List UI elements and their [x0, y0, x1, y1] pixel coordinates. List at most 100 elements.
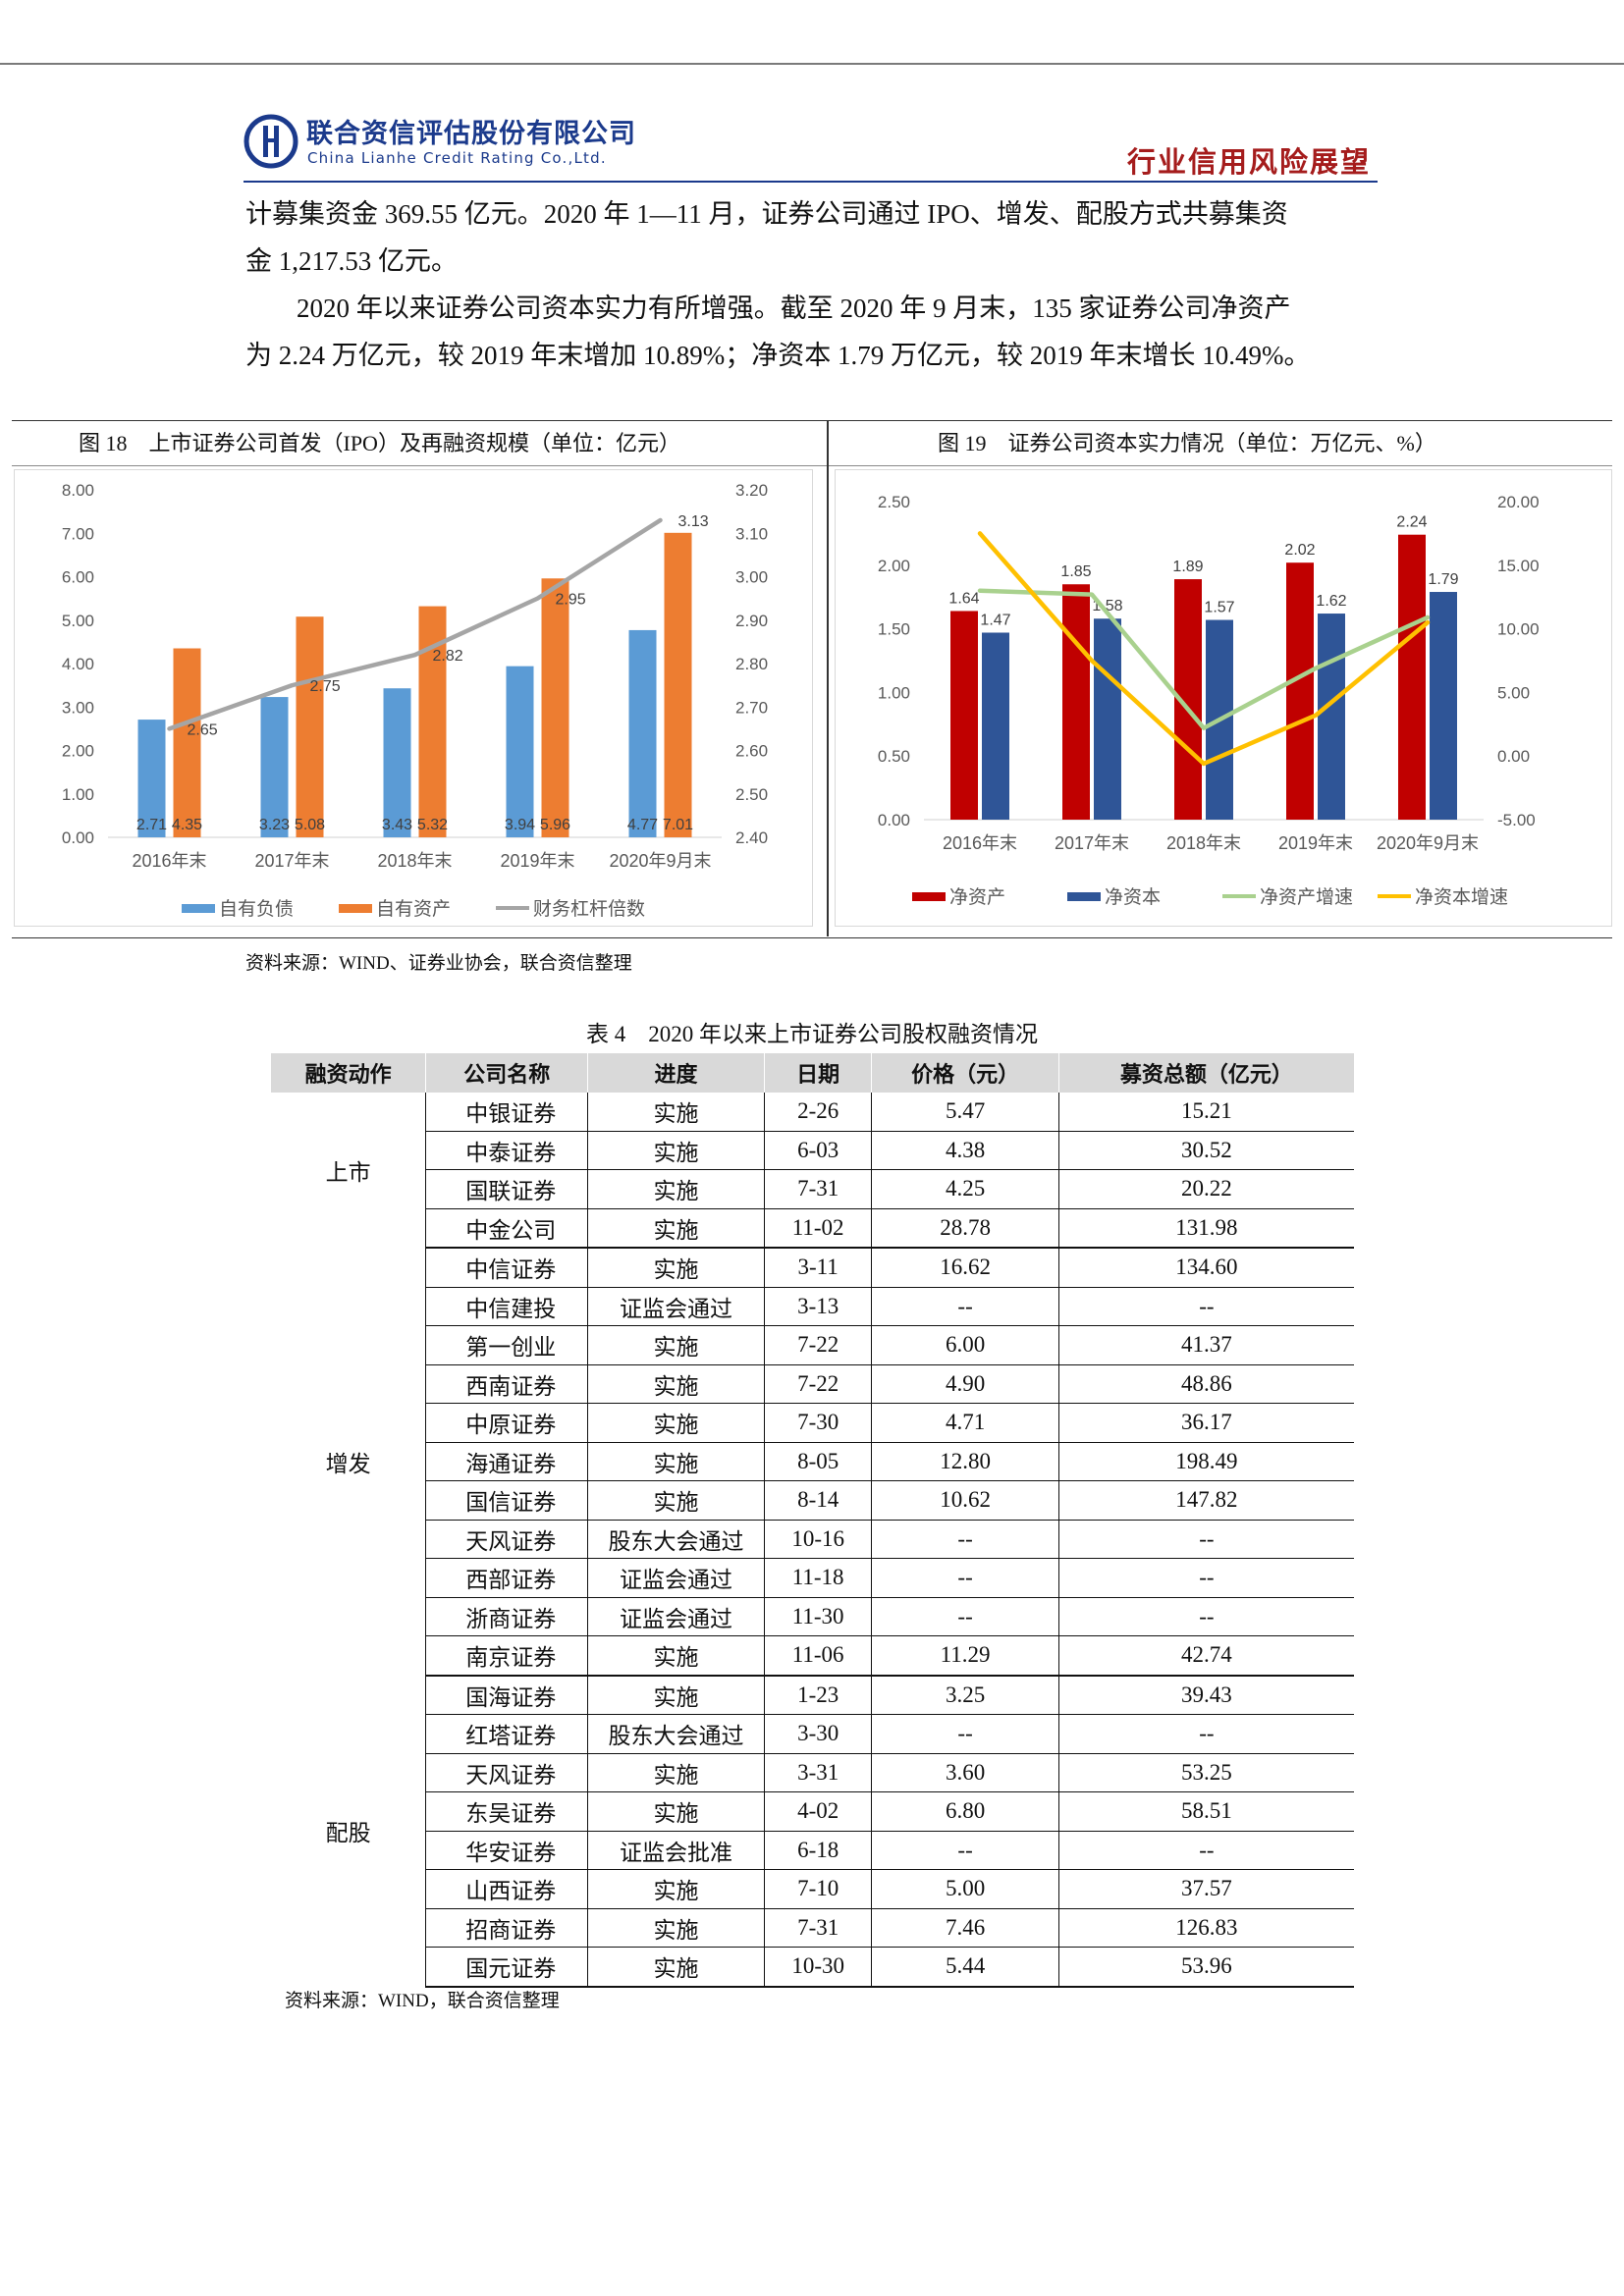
paragraph-line-3: 2020 年以来证券公司资本实力有所增强。截至 2020 年 9 月末，135 …: [297, 294, 1291, 323]
fig19-legend-label: 净资产增速: [1260, 886, 1353, 908]
table-cell: 证监会通过: [587, 1597, 765, 1636]
table-cell: 12.80: [871, 1442, 1059, 1481]
chart-area-fig19: 0.00 0.50 1.00 1.50 2.00 2.50 -5.00 0.00 5.00 10.…: [835, 469, 1612, 927]
table-cell: 7-31: [763, 1908, 872, 1948]
table-cell: 53.96: [1057, 1947, 1354, 1988]
table-cell: 股东大会通过: [587, 1714, 765, 1754]
table-cell: 28.78: [871, 1208, 1059, 1249]
fig19-left-tick: 1.00: [878, 683, 910, 702]
table-cell: 147.82: [1057, 1480, 1354, 1521]
table-cell: --: [871, 1714, 1059, 1754]
fig19-line-series: [977, 531, 1431, 767]
fig19-title: 图 19 证券公司资本实力情况（单位：万亿元、%）: [938, 431, 1436, 455]
table-cell: 3-13: [763, 1287, 872, 1326]
table-cell: 7.46: [871, 1908, 1059, 1948]
table-cell: 国海证券: [425, 1675, 588, 1715]
table-cell: 126.83: [1057, 1908, 1354, 1948]
table-cell: 中泰证券: [425, 1131, 588, 1170]
table-row: 中原证券 实施 7-30 4.71 36.17: [271, 1403, 1354, 1443]
fig19-category-label: 2018年末: [1166, 833, 1241, 853]
table-cell: 招商证券: [425, 1908, 588, 1948]
fig18-left-tick: 7.00: [62, 524, 94, 543]
table-cell: 第一创业: [425, 1325, 588, 1365]
fig18-left-tick: 3.00: [62, 698, 94, 717]
fig19-bar: [1318, 614, 1345, 820]
table-header-cell: 融资动作: [271, 1053, 427, 1093]
fig19-bar-label: 2.02: [1284, 542, 1315, 559]
fig19-bar-label: 1.47: [980, 612, 1010, 628]
fig19-title-rule: [829, 465, 1612, 466]
fig18-right-tick: 3.10: [735, 524, 768, 543]
table-cell: 实施: [587, 1442, 765, 1481]
fig19-category-label: 2016年末: [943, 833, 1017, 853]
table-cell: 6.00: [871, 1325, 1059, 1365]
table-cell: 海通证券: [425, 1442, 588, 1481]
fig19-bar-label: 1.62: [1316, 593, 1346, 610]
table-cell: 中信证券: [425, 1248, 588, 1288]
fig19-bar: [1062, 584, 1090, 820]
table-header-cell: 日期: [764, 1053, 873, 1093]
table-cell: 5.47: [871, 1093, 1059, 1132]
figures-frame: [12, 420, 1612, 938]
fig18-bar-label: 5.08: [295, 817, 325, 833]
fig18-bar: [506, 666, 534, 837]
fig18-line-label: 2.82: [433, 648, 463, 665]
table-row: 中信建投 证监会通过 3-13 -- --: [271, 1287, 1354, 1326]
fig18-left-tick: 2.00: [62, 742, 94, 761]
table-cell: 4.90: [871, 1364, 1059, 1404]
table-cell: 红塔证券: [425, 1714, 588, 1754]
fig18-category-label: 2018年末: [377, 851, 452, 871]
table-cell: 8-05: [763, 1442, 872, 1481]
table-cell: --: [1057, 1558, 1354, 1598]
fig18-right-tick: 3.20: [735, 481, 768, 500]
table-cell: 3.25: [871, 1675, 1059, 1715]
table-cell: 16.62: [871, 1248, 1059, 1288]
fig19-category-label: 2019年末: [1278, 833, 1353, 853]
table-row: 山西证券 实施 7-10 5.00 37.57: [271, 1869, 1354, 1909]
fig18-bar-label: 5.96: [540, 817, 570, 833]
table-cell: 天风证券: [425, 1753, 588, 1792]
table-cell: 11-18: [763, 1558, 872, 1598]
table-cell: 中银证券: [425, 1093, 588, 1132]
paragraph-line-2: 金 1,217.53 亿元。: [245, 246, 458, 276]
fig19-bar: [950, 611, 978, 820]
table-row: 国信证券 实施 8-14 10.62 147.82: [271, 1480, 1354, 1521]
table-row: 东吴证券 实施 4-02 6.80 58.51: [271, 1791, 1354, 1832]
fig19-bar: [1430, 592, 1457, 820]
fig19-legend-label: 净资本: [1105, 886, 1161, 908]
table-cell: 西部证券: [425, 1558, 588, 1598]
fig18-title: 图 18 上市证券公司首发（IPO）及再融资规模（单位：亿元）: [79, 431, 680, 455]
fig19-left-tick: 0.00: [878, 811, 910, 829]
table-row: 国联证券 实施 7-31 4.25 20.22: [271, 1169, 1354, 1209]
table-cell: 53.25: [1057, 1753, 1354, 1792]
table-cell: 11-30: [763, 1597, 872, 1636]
equity-financing-table: 融资动作 公司名称 进度 日期 价格（元） 募资总额（亿元） 上市 中银证券 实施 2-26 5.…: [271, 1053, 1354, 1988]
fig19-legend-label: 净资本增速: [1415, 886, 1508, 908]
table-cell: 实施: [587, 1403, 765, 1443]
fig18-bar-label: 5.32: [417, 817, 448, 833]
fig19-right-tick: 10.00: [1497, 620, 1540, 639]
fig18-bar: [664, 532, 692, 837]
table-row: 南京证券 实施 11-06 11.29 42.74: [271, 1635, 1354, 1677]
table-cell: 中信建投: [425, 1287, 588, 1326]
table-cell: 58.51: [1057, 1791, 1354, 1832]
table-cell: 5.44: [871, 1947, 1059, 1988]
table-cell: --: [871, 1831, 1059, 1870]
fig18-category-label: 2017年末: [254, 851, 329, 871]
table-cell: 西南证券: [425, 1364, 588, 1404]
fig19-bar-label: 1.79: [1428, 571, 1458, 588]
fig19-legend-swatch: [912, 892, 946, 901]
table-row: 招商证券 实施 7-31 7.46 126.83: [271, 1908, 1354, 1948]
table-cell: 天风证券: [425, 1520, 588, 1559]
table-cell: 4.71: [871, 1403, 1059, 1443]
fig19-bar: [1398, 534, 1426, 820]
table-cell: 7-31: [763, 1169, 872, 1209]
fig19-bar-label: 1.85: [1060, 563, 1091, 580]
fig18-bar-label: 4.77: [627, 817, 658, 833]
table-cell: 39.43: [1057, 1675, 1354, 1715]
table-cell: --: [1057, 1597, 1354, 1636]
fig19-legend-swatch: [1067, 892, 1101, 901]
table-cell: 实施: [587, 1248, 765, 1288]
table-row: 天风证券 实施 3-31 3.60 53.25: [271, 1753, 1354, 1792]
table-cell: 实施: [587, 1869, 765, 1909]
